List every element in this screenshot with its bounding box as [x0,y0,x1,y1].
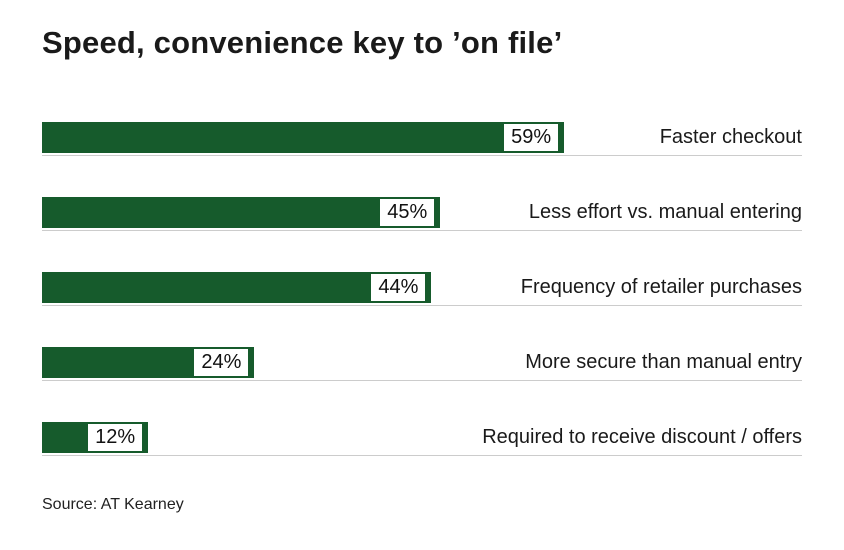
bar-value-label: 24% [194,349,249,377]
bar: 59% [42,122,565,154]
bar: 44% [42,272,432,304]
bar: 12% [42,422,149,454]
chart-row: 24% More secure than manual entry [42,347,802,382]
chart-title: Speed, convenience key to ’on file’ [42,25,563,60]
chart-row: 45% Less effort vs. manual entering [42,197,802,232]
category-label: Required to receive discount / offers [482,426,802,449]
bar-chart: 59% Faster checkout 45% Less effort vs. … [42,122,802,457]
chart-row: 44% Frequency of retailer purchases [42,272,802,307]
bar-value-label: 12% [88,424,143,452]
chart-row: 12% Required to receive discount / offer… [42,422,802,457]
bar-value-label: 45% [380,199,435,227]
category-label: Less effort vs. manual entering [528,201,802,224]
category-label: Frequency of retailer purchases [520,276,802,299]
category-label: More secure than manual entry [525,351,802,374]
bar: 45% [42,197,441,229]
category-label: Faster checkout [659,126,802,149]
bar-value-label: 44% [371,274,426,302]
bar-value-label: 59% [504,124,559,152]
source-note: Source: AT Kearney [42,496,184,513]
bar: 24% [42,347,255,379]
chart-row: 59% Faster checkout [42,122,802,157]
